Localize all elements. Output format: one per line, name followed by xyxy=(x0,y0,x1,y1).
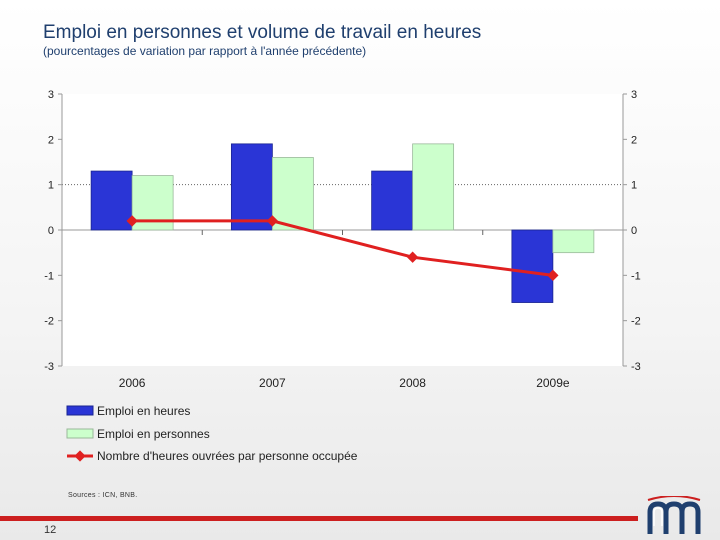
y-tick-label-right: 3 xyxy=(631,89,637,101)
y-tick-label-right: 2 xyxy=(631,134,637,146)
bar-emploi-personnes xyxy=(271,157,314,231)
bar-emploi-personnes xyxy=(412,143,455,231)
y-tick-label-right: -1 xyxy=(631,270,641,282)
legend-swatch-emploi-heures xyxy=(66,405,94,416)
legend-label-emploi-heures: Emploi en heures xyxy=(97,404,190,418)
legend-label-emploi-personnes: Emploi en personnes xyxy=(97,427,210,441)
bar-emploi-personnes xyxy=(552,229,595,254)
y-tick-label-right: 0 xyxy=(631,225,637,237)
legend-label-heures-par-personne: Nombre d'heures ouvrées par personne occ… xyxy=(97,449,358,463)
legend-swatch-emploi-personnes xyxy=(66,428,94,439)
page-number: 12 xyxy=(44,524,57,536)
line-point-marker xyxy=(266,215,279,227)
y-tick-label-right: -3 xyxy=(631,361,641,373)
y-tick-label-left: -3 xyxy=(44,361,54,373)
y-tick-label-left: 3 xyxy=(48,89,54,101)
y-tick-label-right: -2 xyxy=(631,316,641,328)
legend-marker-heures-par-personne xyxy=(74,450,86,462)
y-tick-label-left: 0 xyxy=(48,225,54,237)
y-tick-label-left: 1 xyxy=(48,180,54,192)
sources-note: Sources : ICN, BNB. xyxy=(68,492,138,499)
chart-subtitle: (pourcentages de variation par rapport à… xyxy=(43,44,367,58)
bar-emploi-heures xyxy=(371,170,414,231)
y-tick-label-left: -1 xyxy=(44,270,54,282)
nbb-logo-icon xyxy=(647,496,701,534)
chart-title: Emploi en personnes et volume de travail… xyxy=(43,22,482,43)
y-tick-label-left: 2 xyxy=(48,134,54,146)
x-tick-label: 2008 xyxy=(399,376,426,390)
bar-emploi-heures xyxy=(230,143,273,231)
line-point-marker xyxy=(406,251,419,263)
footer-divider xyxy=(0,516,638,521)
y-tick-label-right: 1 xyxy=(631,180,637,192)
x-tick-label: 2006 xyxy=(119,376,146,390)
bar-emploi-heures xyxy=(90,170,133,231)
x-tick-label: 2007 xyxy=(259,376,286,390)
line-point-marker xyxy=(126,215,138,227)
y-tick-label-left: -2 xyxy=(44,316,54,328)
line-point-marker xyxy=(547,269,559,281)
bar-emploi-heures xyxy=(511,229,554,303)
line-heures-par-personne xyxy=(132,219,554,277)
x-tick-label: 2009e xyxy=(536,376,570,390)
